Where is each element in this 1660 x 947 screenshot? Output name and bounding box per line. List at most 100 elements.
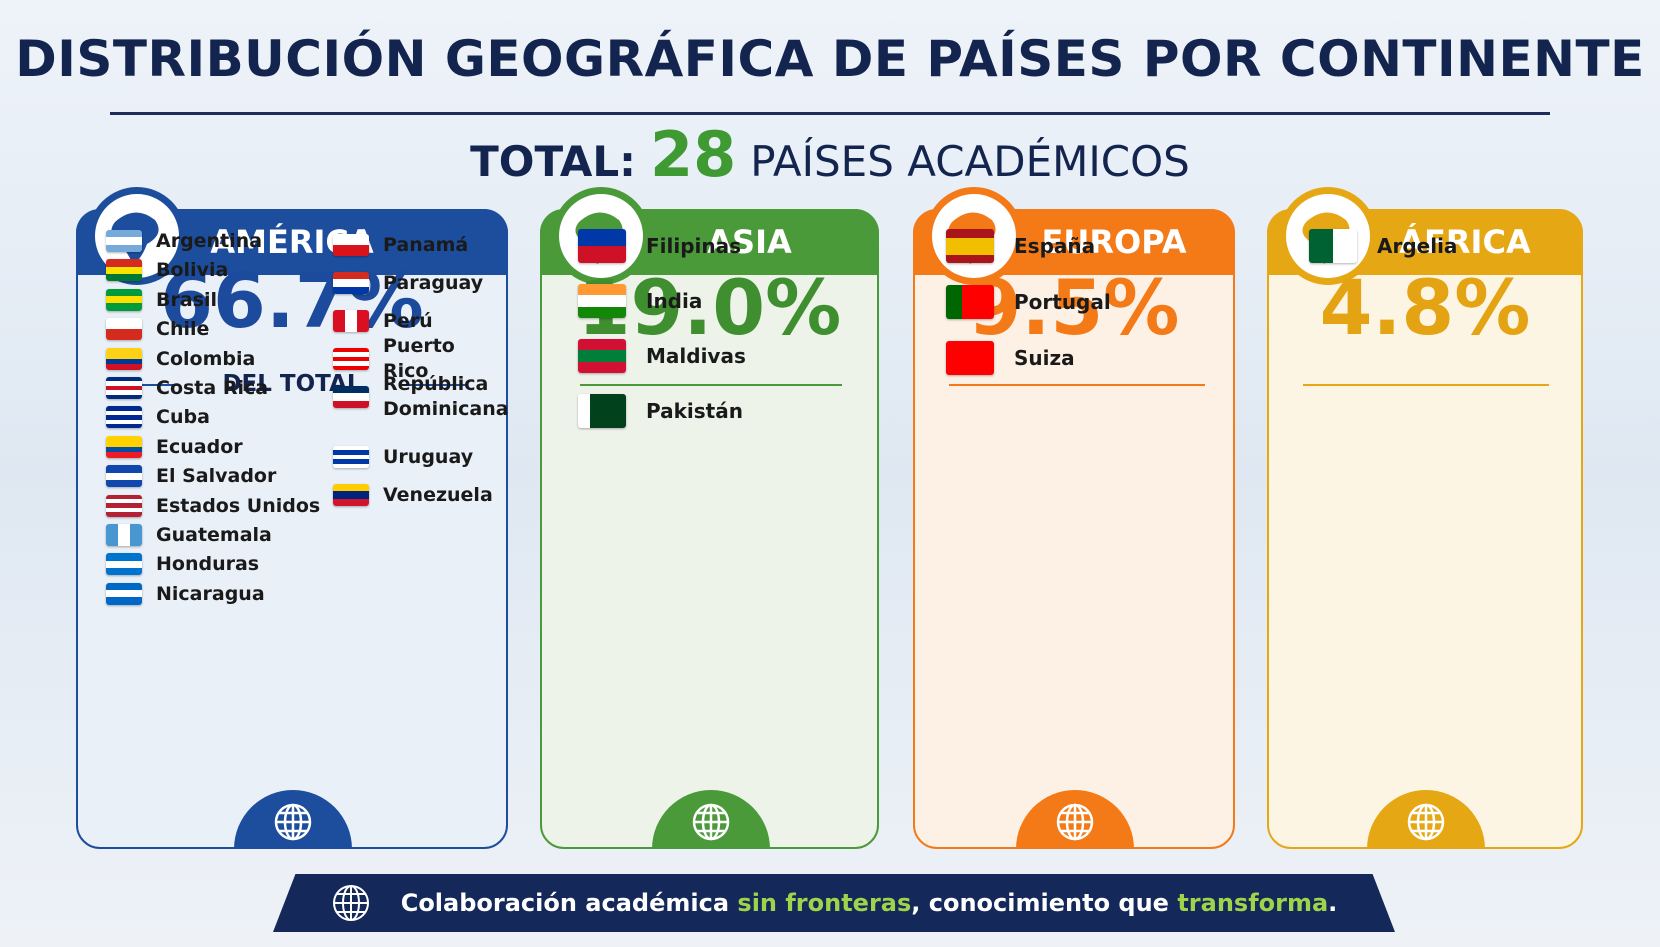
country-name: República Dominicana bbox=[383, 373, 509, 420]
flag-stripe bbox=[333, 459, 369, 464]
flag bbox=[106, 524, 142, 546]
country-name: Venezuela bbox=[383, 483, 493, 506]
flag bbox=[106, 377, 142, 399]
flag-stripe bbox=[333, 491, 369, 499]
flag-stripe bbox=[106, 582, 142, 591]
title-rule bbox=[110, 112, 1550, 115]
country: Pakistán bbox=[578, 394, 743, 428]
footer-part: transforma bbox=[1177, 889, 1329, 917]
divider bbox=[403, 384, 468, 386]
country: India bbox=[578, 284, 702, 318]
flag-stripe bbox=[106, 507, 142, 513]
percent: 9.5% bbox=[968, 263, 1180, 352]
flag-stripe bbox=[106, 465, 142, 473]
flag-stripe bbox=[333, 279, 369, 287]
flag-stripe bbox=[106, 303, 142, 311]
flag-stripe bbox=[106, 472, 142, 480]
country: Argentina bbox=[106, 226, 262, 256]
country: Paraguay bbox=[333, 268, 493, 298]
country-name: Puerto Rico bbox=[383, 335, 455, 382]
flag-stripe bbox=[106, 358, 142, 365]
flag bbox=[106, 553, 142, 576]
flag bbox=[578, 394, 626, 428]
country-name: Perú bbox=[383, 309, 433, 332]
continent-card: AMÉRICA 66.7% DEL TOTAL Argentina Bolivia Bra… bbox=[76, 187, 509, 849]
flag-stripe bbox=[106, 597, 142, 605]
flag-stripe bbox=[578, 361, 626, 373]
flag bbox=[106, 318, 142, 341]
country-name: Maldivas bbox=[646, 344, 746, 368]
flag-stripe bbox=[333, 454, 369, 460]
flag-stripe bbox=[106, 499, 142, 504]
footer-part: sin fronteras bbox=[737, 889, 912, 917]
country-name: Brasil bbox=[156, 288, 218, 311]
flag-stripe bbox=[333, 286, 369, 294]
footer-text: Colaboración académica sin fronteras, co… bbox=[401, 889, 1338, 917]
flag-stripe bbox=[333, 400, 369, 408]
flag-stripe bbox=[333, 365, 369, 370]
flag-stripe bbox=[106, 394, 142, 399]
flag bbox=[106, 582, 142, 605]
globe-icon bbox=[332, 885, 369, 921]
globe-badge bbox=[1016, 790, 1134, 849]
country: Uruguay bbox=[333, 442, 493, 472]
country: Guatemala bbox=[106, 520, 272, 550]
flag-stripe bbox=[106, 406, 142, 411]
total-suffix: PAÍSES ACADÉMICOS bbox=[750, 137, 1190, 186]
flag-stripe bbox=[106, 266, 142, 275]
flag-stripe bbox=[333, 450, 369, 455]
flag-stripe bbox=[590, 394, 602, 428]
flag bbox=[106, 347, 142, 370]
flag bbox=[333, 310, 369, 332]
country: Honduras bbox=[106, 549, 259, 579]
flag bbox=[106, 259, 142, 282]
country-name: Estados Unidos bbox=[156, 494, 321, 517]
flag-stripe bbox=[333, 310, 345, 332]
country: Suiza bbox=[946, 341, 1075, 375]
country-name: Argelia bbox=[1377, 234, 1458, 258]
flag-stripe bbox=[106, 244, 142, 252]
percent: 66.7% bbox=[160, 256, 424, 345]
country: Brasil bbox=[106, 285, 217, 315]
flag-stripe bbox=[578, 284, 626, 296]
flag-stripe bbox=[106, 381, 142, 386]
continent-name: ÁFRICA bbox=[1399, 223, 1531, 261]
country-name: Honduras bbox=[156, 553, 260, 576]
flag bbox=[106, 494, 142, 517]
flag bbox=[333, 386, 369, 408]
flag-stripe bbox=[106, 230, 142, 238]
flag bbox=[578, 229, 626, 263]
flag-stripe bbox=[946, 254, 994, 263]
country-name: Paraguay bbox=[383, 271, 484, 294]
country: Venezuela bbox=[333, 480, 493, 510]
flag-stripe bbox=[333, 352, 369, 357]
continent-name: ASIA bbox=[707, 223, 792, 261]
flag-stripe bbox=[614, 394, 626, 428]
flag-stripe bbox=[333, 234, 369, 245]
flag-stripe bbox=[946, 237, 994, 246]
flag-stripe bbox=[578, 339, 626, 351]
globe-badge bbox=[651, 790, 770, 849]
country: Ecuador bbox=[106, 432, 243, 462]
flag-stripe bbox=[106, 318, 142, 330]
flag bbox=[578, 284, 626, 318]
country: Portugal bbox=[946, 285, 1111, 319]
flag-stripe bbox=[345, 310, 357, 332]
country-name: Ecuador bbox=[156, 435, 243, 458]
flag-stripe bbox=[106, 296, 142, 304]
flag-stripe bbox=[106, 553, 142, 561]
country: El Salvador bbox=[106, 461, 276, 491]
title: DISTRIBUCIÓN GEOGRÁFICA DE PAÍSES POR CO… bbox=[15, 30, 1645, 88]
flag bbox=[333, 234, 369, 256]
flag-stripe bbox=[106, 353, 142, 359]
flag-stripe bbox=[946, 341, 994, 375]
country-name: El Salvador bbox=[156, 465, 277, 488]
flag-stripe bbox=[106, 524, 118, 546]
flag-stripe bbox=[333, 356, 369, 362]
globe-icon bbox=[1056, 803, 1094, 841]
country: Filipinas bbox=[578, 229, 741, 263]
flag bbox=[106, 288, 142, 311]
country-name: Bolivia bbox=[156, 259, 229, 282]
country-name: Nicaragua bbox=[156, 582, 265, 605]
country: Nicaragua bbox=[106, 579, 265, 609]
